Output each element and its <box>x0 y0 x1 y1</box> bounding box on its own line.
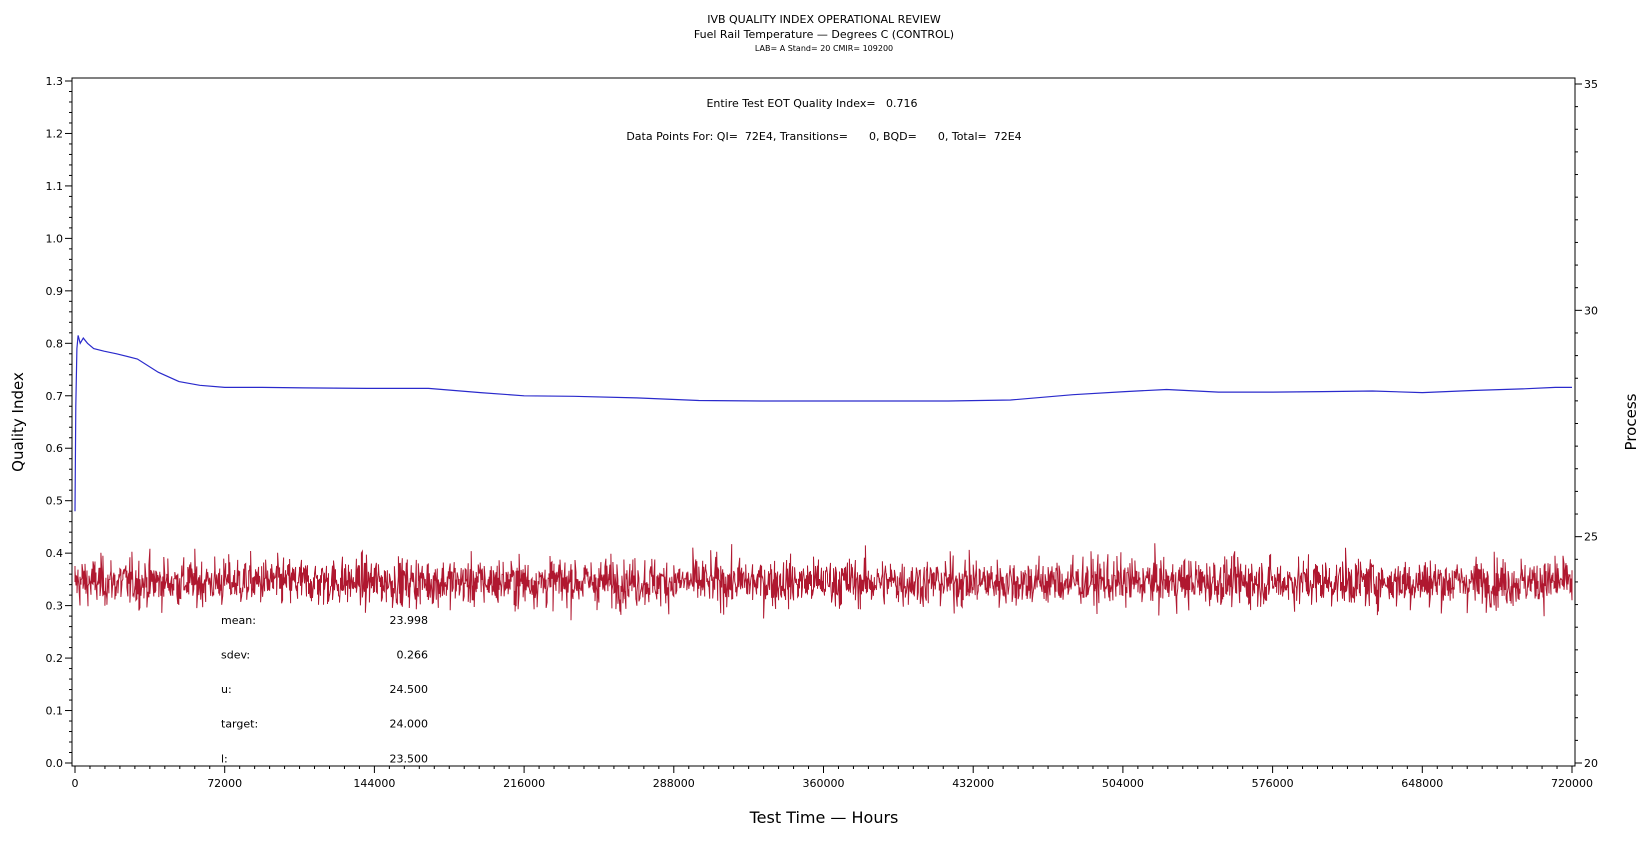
x-tick-label: 288000 <box>653 777 695 790</box>
stat-label: mean: <box>221 614 256 627</box>
y-tick-label: 0.0 <box>46 757 64 770</box>
process-line <box>74 543 1573 621</box>
quality-index-line <box>74 335 1572 512</box>
axis-tick-labels: 0 72000 144000 216000 288000 360000 432000 5040… <box>46 75 1599 790</box>
chart-subtitle: Fuel Rail Temperature — Degrees C (CONTR… <box>693 28 955 41</box>
stats-block: mean: 23.998 sdev: 0.266 u: 24.500 target: 24.0… <box>221 614 428 765</box>
data-points-annotation: Data Points For: QI= 72E4, Transitions= … <box>626 130 1021 143</box>
x-tick-label: 576000 <box>1252 777 1294 790</box>
x-tick-label: 216000 <box>503 777 545 790</box>
y2-tick-label: 30 <box>1584 304 1598 317</box>
y-tick-label: 0.7 <box>46 390 64 403</box>
y-tick-label: 1.3 <box>46 75 64 88</box>
stat-label: l: <box>221 752 228 765</box>
stat-label: target: <box>221 718 258 731</box>
chart-subtitle-lab: LAB= A Stand= 20 CMIR= 109200 <box>754 44 894 53</box>
y-tick-label: 0.8 <box>46 337 64 350</box>
y-tick-label: 0.1 <box>46 705 64 718</box>
x-tick-label: 360000 <box>803 777 845 790</box>
y-tick-label: 0.9 <box>46 285 64 298</box>
x-tick-label: 72000 <box>207 777 242 790</box>
y-tick-label: 0.3 <box>46 600 64 613</box>
y-tick-label: 1.0 <box>46 232 64 245</box>
y-axis-label: Quality Index <box>9 372 27 472</box>
y2-tick-label: 20 <box>1584 757 1598 770</box>
x-tick-label: 504000 <box>1102 777 1144 790</box>
stat-value: 24.500 <box>390 683 429 696</box>
stat-value: 0.266 <box>397 648 429 661</box>
x-tick-label: 720000 <box>1551 777 1593 790</box>
x-tick-label: 0 <box>72 777 79 790</box>
y-tick-label: 0.5 <box>46 495 64 508</box>
y2-axis-label: Process <box>1622 393 1640 450</box>
x-tick-label: 648000 <box>1401 777 1443 790</box>
stat-value: 23.500 <box>390 752 429 765</box>
eot-index-annotation: Entire Test EOT Quality Index= 0.716 <box>706 97 917 110</box>
y2-tick-label: 35 <box>1584 78 1598 91</box>
y-tick-label: 0.2 <box>46 652 64 665</box>
stat-value: 23.998 <box>390 614 429 627</box>
axis-ticks <box>65 80 1582 773</box>
y-tick-label: 1.2 <box>46 127 64 140</box>
process-series <box>74 543 1573 621</box>
x-axis-label: Test Time — Hours <box>749 808 899 827</box>
plot-frame <box>71 77 1576 767</box>
x-tick-label: 144000 <box>353 777 395 790</box>
y-tick-label: 1.1 <box>46 180 64 193</box>
x-tick-label: 432000 <box>952 777 994 790</box>
stat-label: u: <box>221 683 232 696</box>
stat-value: 24.000 <box>390 718 429 731</box>
quality-index-series <box>74 335 1572 512</box>
y-tick-label: 0.6 <box>46 442 64 455</box>
stat-label: sdev: <box>221 648 250 661</box>
chart-title: IVB QUALITY INDEX OPERATIONAL REVIEW <box>707 13 941 26</box>
y-tick-label: 0.4 <box>46 547 64 560</box>
y2-tick-label: 25 <box>1584 531 1598 544</box>
